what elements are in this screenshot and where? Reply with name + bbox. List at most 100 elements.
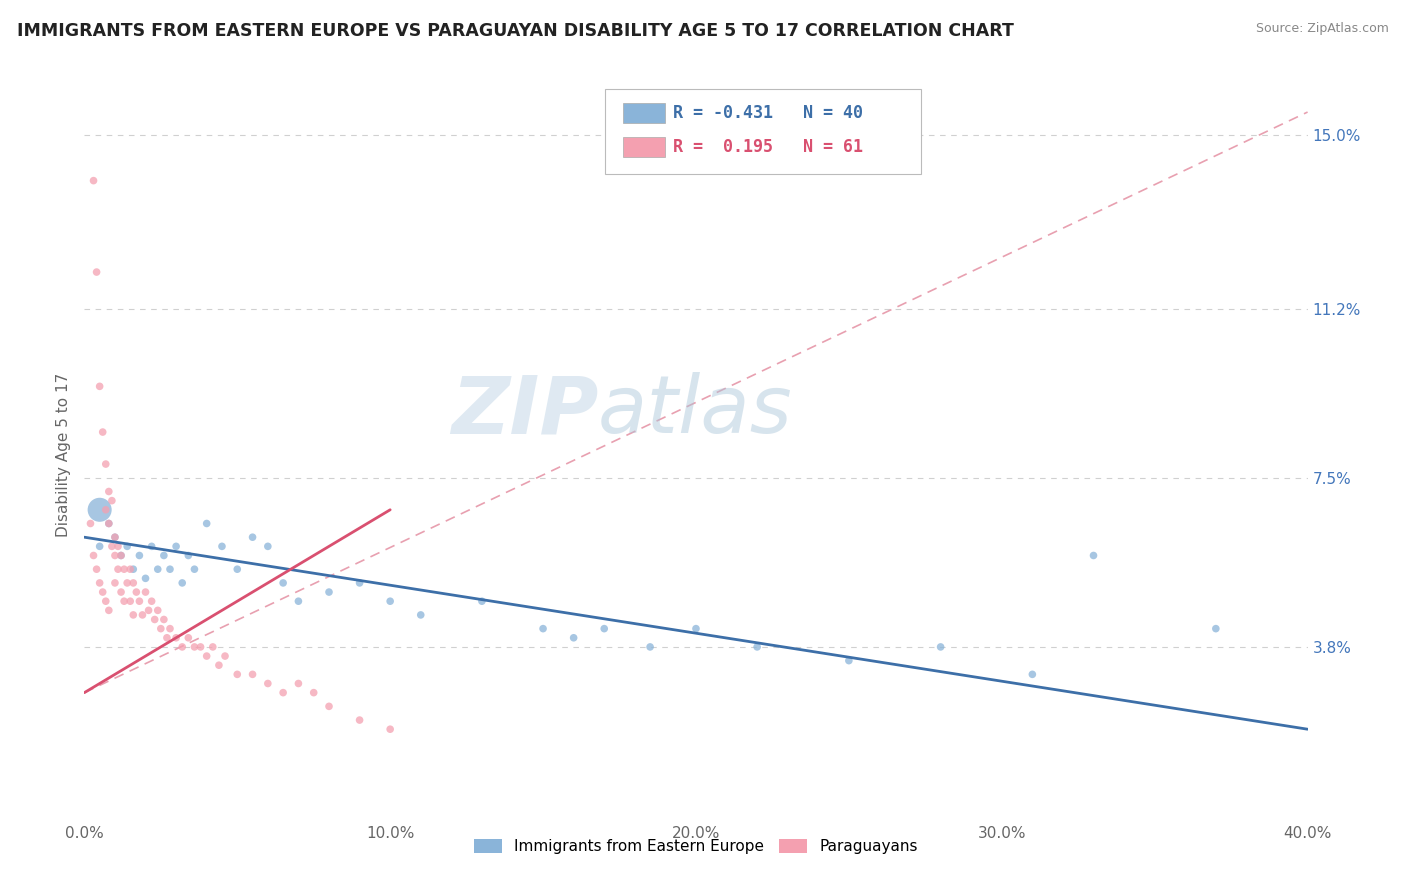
Point — [318, 585, 340, 599]
Point — [208, 658, 231, 673]
Point — [94, 503, 117, 517]
Point — [135, 585, 157, 599]
Point — [183, 562, 205, 576]
Point — [156, 631, 179, 645]
Point — [201, 640, 224, 654]
Point — [86, 265, 108, 279]
Point — [86, 562, 108, 576]
Point — [1205, 622, 1227, 636]
Point — [214, 649, 236, 664]
Point — [89, 576, 111, 591]
Point — [146, 562, 169, 576]
Point — [195, 649, 218, 664]
Point — [128, 549, 150, 563]
Point — [83, 549, 105, 563]
Point — [838, 654, 860, 668]
Point — [115, 576, 138, 591]
Point — [177, 549, 200, 563]
Point — [349, 576, 371, 591]
Point — [110, 549, 132, 563]
Point — [107, 562, 129, 576]
Point — [531, 622, 554, 636]
Point — [159, 622, 181, 636]
Point — [107, 539, 129, 553]
Point — [172, 640, 194, 654]
Point — [242, 530, 264, 544]
Point — [318, 699, 340, 714]
Point — [1083, 549, 1105, 563]
Point — [101, 493, 124, 508]
Point — [153, 549, 176, 563]
Point — [89, 503, 111, 517]
Point — [94, 594, 117, 608]
Point — [226, 562, 249, 576]
Point — [172, 576, 194, 591]
Point — [104, 576, 127, 591]
Point — [115, 539, 138, 553]
Text: R =  0.195   N = 61: R = 0.195 N = 61 — [673, 138, 863, 156]
Point — [153, 613, 176, 627]
Point — [138, 603, 160, 617]
Point — [141, 539, 163, 553]
Point — [122, 562, 145, 576]
Point — [112, 594, 135, 608]
Point — [141, 594, 163, 608]
Point — [287, 676, 309, 690]
Point — [122, 607, 145, 622]
Text: ZIP: ZIP — [451, 372, 598, 450]
Point — [135, 571, 157, 585]
Point — [89, 539, 111, 553]
Point — [104, 530, 127, 544]
Point — [409, 607, 432, 622]
Point — [638, 640, 661, 654]
Point — [177, 631, 200, 645]
Point — [593, 622, 616, 636]
Point — [112, 562, 135, 576]
Point — [97, 516, 120, 531]
Point — [287, 594, 309, 608]
Point — [97, 516, 120, 531]
Point — [79, 516, 101, 531]
Point — [120, 594, 142, 608]
Text: Source: ZipAtlas.com: Source: ZipAtlas.com — [1256, 22, 1389, 36]
Point — [165, 539, 187, 553]
Point — [91, 585, 114, 599]
Text: IMMIGRANTS FROM EASTERN EUROPE VS PARAGUAYAN DISABILITY AGE 5 TO 17 CORRELATION : IMMIGRANTS FROM EASTERN EUROPE VS PARAGU… — [17, 22, 1014, 40]
Point — [83, 173, 105, 187]
Point — [125, 585, 148, 599]
Point — [89, 379, 111, 393]
Point — [271, 686, 294, 700]
Point — [165, 631, 187, 645]
Point — [146, 603, 169, 617]
Point — [257, 676, 280, 690]
Point — [562, 631, 585, 645]
Point — [122, 576, 145, 591]
Point — [149, 622, 172, 636]
Legend: Immigrants from Eastern Europe, Paraguayans: Immigrants from Eastern Europe, Paraguay… — [468, 833, 924, 861]
Point — [302, 686, 325, 700]
Y-axis label: Disability Age 5 to 17: Disability Age 5 to 17 — [56, 373, 72, 537]
Point — [110, 549, 132, 563]
Text: atlas: atlas — [598, 372, 793, 450]
Point — [380, 723, 402, 737]
Point — [685, 622, 707, 636]
Point — [195, 516, 218, 531]
Point — [226, 667, 249, 681]
Point — [471, 594, 494, 608]
Point — [128, 594, 150, 608]
Point — [104, 530, 127, 544]
Point — [91, 425, 114, 439]
Point — [101, 539, 124, 553]
Point — [190, 640, 212, 654]
Point — [131, 607, 153, 622]
Point — [120, 562, 142, 576]
Point — [159, 562, 181, 576]
Point — [257, 539, 280, 553]
Text: R = -0.431   N = 40: R = -0.431 N = 40 — [673, 104, 863, 122]
Point — [747, 640, 769, 654]
Point — [242, 667, 264, 681]
Point — [211, 539, 233, 553]
Point — [929, 640, 952, 654]
Point — [349, 713, 371, 727]
Point — [110, 585, 132, 599]
